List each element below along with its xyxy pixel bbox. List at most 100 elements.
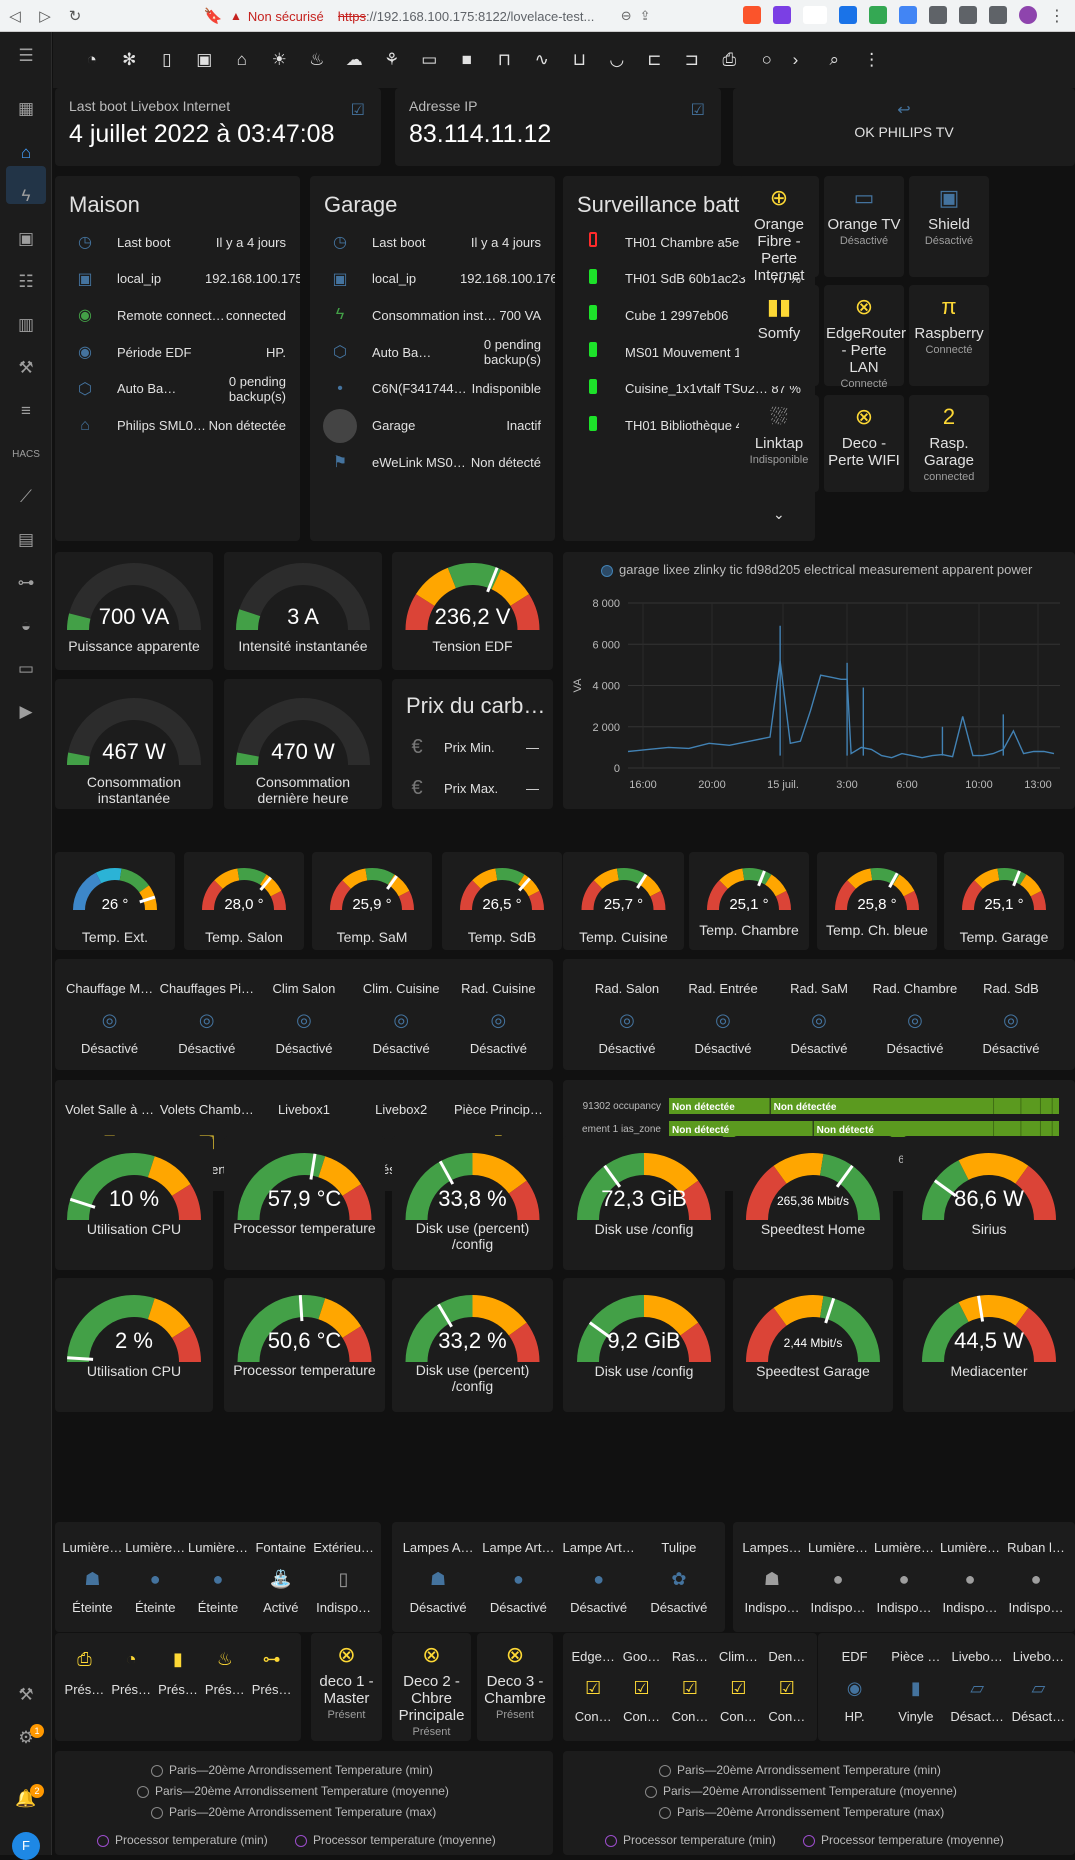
tab-sink-icon[interactable]: ◡ (609, 50, 625, 69)
account-box-icon[interactable]: ▣ (17, 229, 35, 248)
forward-icon[interactable]: ▷ (39, 7, 51, 25)
tab-home-icon[interactable]: ⌂ (236, 50, 247, 69)
glance-item[interactable]: Livebo… ▱ Désact… (947, 1649, 1008, 1724)
format-list-icon[interactable]: ≡ (21, 401, 31, 420)
gauge-card[interactable]: 25,8 ° Temp. Ch. bleue (817, 852, 937, 950)
glance-item[interactable]: Ruban l… ● Indispo… (1003, 1540, 1069, 1615)
status-tile[interactable]: π Raspberry Connecté (909, 285, 989, 386)
glance-item[interactable]: Lumière… ● Indispo… (805, 1540, 871, 1615)
share-icon[interactable]: ⇪ (639, 8, 651, 23)
tab-bulb-icon[interactable]: ○ (761, 50, 772, 69)
deco-tile[interactable]: ⊗ Deco 3 - Chambre Présent (477, 1633, 553, 1741)
entity-row[interactable]: Garage Inactif (310, 406, 555, 446)
tab-weather-icon[interactable]: ☁ (345, 50, 363, 69)
menu-icon[interactable]: ☰ (18, 46, 34, 65)
glance-item[interactable]: Lumière… ● Indispo… (937, 1540, 1003, 1615)
gauge-card[interactable]: 26,5 ° Temp. SdB (442, 852, 562, 950)
reload-icon[interactable]: ↻ (68, 7, 82, 25)
glance-item[interactable]: Rad. Salon ◎ Désactivé (579, 981, 675, 1056)
glance-item[interactable]: Rad. Chambre ◎ Désactivé (867, 981, 963, 1056)
glance-item[interactable]: Chauffage M… ◎ Désactivé (61, 981, 158, 1056)
gauge-card[interactable]: 467 W Consommation instantanée (55, 679, 213, 809)
gauge-card[interactable]: 470 W Consommation dernière heure (224, 679, 382, 809)
legend-item[interactable]: Paris—20ème Arrondissement Temperature (… (645, 1784, 957, 1798)
glance-item[interactable]: ⎙ Prés… (61, 1649, 108, 1697)
gauge-card[interactable]: 700 VA Puissance apparente (55, 552, 213, 670)
tab-window-icon[interactable]: ⊓ (497, 50, 511, 69)
history-icon[interactable]: ⟋ (20, 487, 32, 506)
glance-item[interactable]: Extérieu… ▯ Indispo… (312, 1540, 375, 1615)
media-icon[interactable]: ▶ (19, 702, 33, 721)
home-icon[interactable]: ⌂ (20, 143, 32, 162)
gauge-card[interactable]: 25,1 ° Temp. Garage (944, 852, 1064, 950)
status-tile[interactable]: ▭ Orange TV Désactivé (824, 176, 904, 277)
entity-row[interactable]: ▣ local_ip 192.168.100.175 (55, 259, 300, 299)
gauge-card[interactable]: 9,2 GiB Disk use /config (563, 1278, 725, 1412)
tab-plant-icon[interactable]: ⚘ (384, 50, 400, 69)
docker-icon[interactable]: ◒ (20, 616, 32, 635)
legend-item[interactable]: Paris—20ème Arrondissement Temperature (… (151, 1805, 436, 1819)
glance-item[interactable]: Lumière… ☗ Éteinte (61, 1540, 124, 1615)
legend-item[interactable]: Processor temperature (min) (605, 1833, 776, 1847)
settings-icon[interactable]: ⚙ (18, 1728, 34, 1747)
tab-phone-icon[interactable]: ▯ (162, 50, 172, 69)
entity-row[interactable]: ⬡ Auto Ba… 0 pending backup(s) (55, 369, 300, 409)
gauge-card[interactable]: 2,44 Mbit/s Speedtest Garage (733, 1278, 893, 1412)
gauge-card[interactable]: 33,2 % Disk use (percent) /config (392, 1278, 553, 1412)
tab-lamp-icon[interactable]: ♨ (309, 50, 325, 69)
status-tile[interactable]: 2 Rasp. Garage connected (909, 395, 989, 492)
entity-row[interactable]: ◷ Last boot Il y a 4 jours (55, 222, 300, 262)
status-tile[interactable]: ⊗ Deco - Perte WIFI (824, 395, 904, 492)
back-icon[interactable]: ◁ (9, 7, 21, 25)
bookmark-icon[interactable]: 🔖 (203, 7, 223, 25)
gauge-card[interactable]: 50,6 °C Processor temperature (224, 1278, 385, 1412)
glance-item[interactable]: Clim. Cuisine ◎ Désactivé (353, 981, 450, 1056)
tab-bath-icon[interactable]: ⊏ (647, 50, 662, 69)
rewards-icon[interactable] (773, 6, 791, 24)
entity-row[interactable]: ◉ Période EDF HP. (55, 332, 300, 372)
tab-sofa-icon[interactable]: ⊔ (572, 50, 586, 69)
gauge-card[interactable]: 3 A Intensité instantanée (224, 552, 382, 670)
expand-chevron-icon[interactable]: ⌄ (773, 506, 785, 522)
glance-item[interactable]: Chauffages Pi… ◎ Désactivé (158, 981, 255, 1056)
ip-card[interactable]: Adresse IP 83.114.11.12 ☑ (395, 88, 721, 166)
gauge-card[interactable]: 2 % Utilisation CPU (55, 1278, 213, 1412)
glance-item[interactable]: ⊶ Prés… (248, 1649, 295, 1697)
tv-button-card[interactable]: ↩ OK PHILIPS TV (733, 88, 1075, 166)
tab-snowflake-icon[interactable]: ✻ (122, 50, 137, 69)
glance-item[interactable]: ♨ Prés… (201, 1649, 248, 1697)
glance-item[interactable]: Goo… ☑ Con… (617, 1649, 665, 1724)
gauge-card[interactable]: 26 ° Temp. Ext. (55, 852, 175, 950)
glance-item[interactable]: Lampe Art… ● Désactivé (559, 1540, 639, 1615)
status-tile[interactable]: ⊕Orange Fibre - Perte InternetConnecté (739, 176, 819, 298)
extension-icon[interactable] (899, 6, 917, 24)
glance-item[interactable]: EDF ◉ HP. (824, 1649, 885, 1724)
search-icon[interactable]: ⌕ (829, 50, 840, 69)
gauge-card[interactable]: 265,36 Mbit/s Speedtest Home (733, 1136, 893, 1270)
gauge-card[interactable]: 25,9 ° Temp. SaM (312, 852, 432, 950)
legend-item[interactable]: Paris—20ème Arrondissement Temperature (… (659, 1805, 944, 1819)
tab-bed-icon[interactable]: ⊐ (684, 50, 699, 69)
weather-history-card[interactable]: Paris—20ème Arrondissement Temperature (… (55, 1751, 553, 1855)
wrench-icon[interactable]: ⚒ (18, 358, 34, 377)
dashboard-icon[interactable]: ▦ (17, 99, 35, 118)
legend-item[interactable]: Paris—20ème Arrondissement Temperature (… (659, 1763, 941, 1777)
glance-item[interactable]: Rad. SaM ◎ Désactivé (771, 981, 867, 1056)
entity-row[interactable]: • C6N(F341744… Indisponible (310, 369, 555, 409)
glance-item[interactable]: Livebo… ▱ Désact… (1008, 1649, 1069, 1724)
glance-item[interactable]: Rad. Cuisine ◎ Désactivé (450, 981, 547, 1056)
weather-history-card-2[interactable]: Paris—20ème Arrondissement Temperature (… (563, 1751, 1075, 1855)
gauge-card[interactable]: 10 % Utilisation CPU (55, 1136, 213, 1270)
glance-item[interactable]: Lumière… ● Éteinte (187, 1540, 250, 1615)
chart-legend[interactable]: garage lixee zlinky tic fd98d205 electri… (601, 562, 1032, 577)
tab-wave-icon[interactable]: ∿ (534, 50, 549, 69)
glance-item[interactable]: Rad. SdB ◎ Désactivé (963, 981, 1059, 1056)
glance-item[interactable]: Edge… ☑ Con… (569, 1649, 617, 1724)
puzzle-icon[interactable] (929, 6, 947, 24)
profile-avatar[interactable] (1019, 6, 1037, 24)
hammer-icon[interactable]: ⚒ (18, 1685, 34, 1704)
glance-item[interactable]: Tulipe ✿ Désactivé (639, 1540, 719, 1615)
entity-row[interactable]: ⬡ Auto Ba… 0 pending backup(s) (310, 332, 555, 372)
legend-item[interactable]: Processor temperature (moyenne) (803, 1833, 1004, 1847)
flash-icon[interactable]: ϟ (21, 186, 31, 205)
